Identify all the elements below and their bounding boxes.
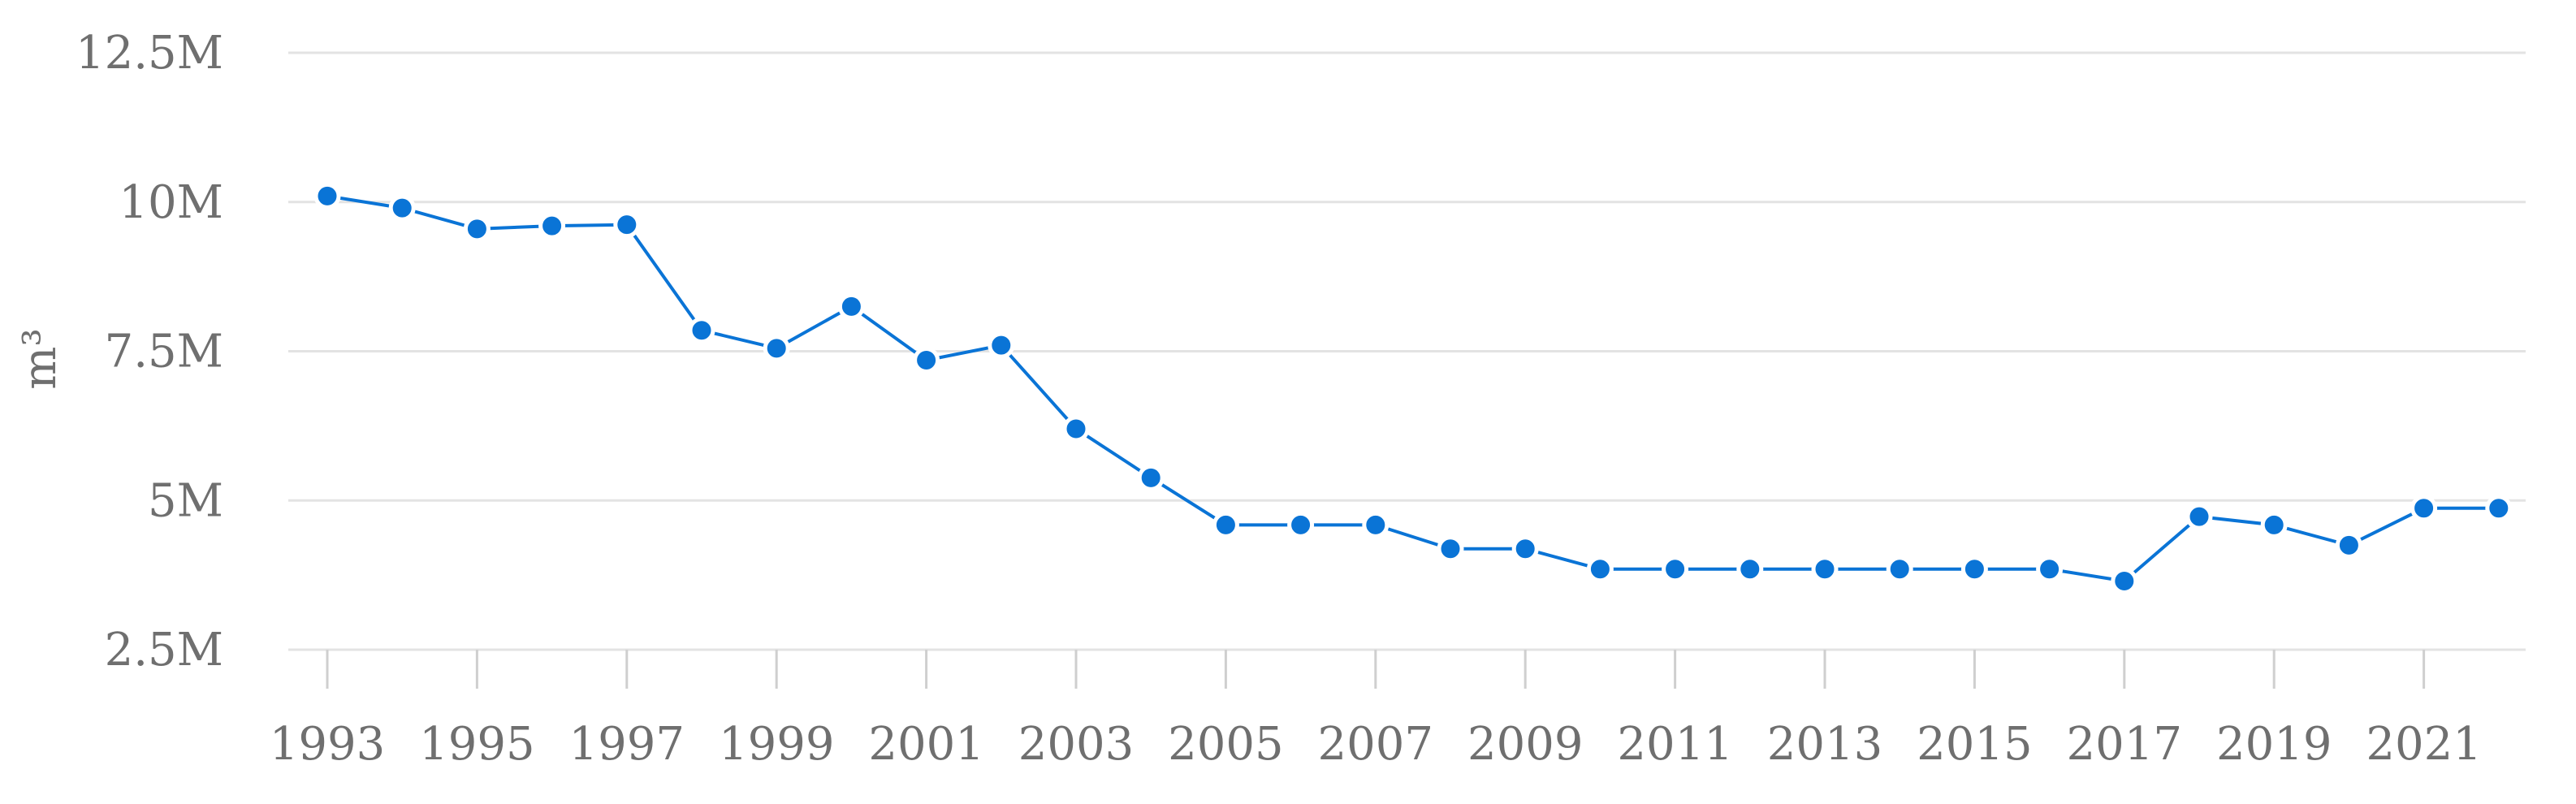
data-point[interactable]	[1137, 464, 1165, 491]
data-point[interactable]	[913, 347, 940, 374]
data-point[interactable]	[613, 211, 641, 239]
x-tick-label: 2001	[868, 718, 984, 771]
data-point[interactable]	[1062, 415, 1090, 443]
x-tick-label: 2003	[1018, 718, 1135, 771]
data-point[interactable]	[2036, 555, 2064, 583]
y-tick-label: 2.5M	[105, 624, 223, 676]
x-tick-label: 1995	[419, 718, 535, 771]
data-point[interactable]	[1586, 555, 1614, 583]
x-tick-label: 1999	[719, 718, 835, 771]
series	[313, 182, 2513, 594]
data-point[interactable]	[1437, 535, 1464, 563]
data-point[interactable]	[1886, 555, 1913, 583]
data-point[interactable]	[2335, 531, 2362, 559]
data-point[interactable]	[1811, 555, 1839, 583]
y-tick-label: 10M	[119, 176, 223, 229]
x-tick-label: 2021	[2366, 718, 2482, 771]
data-point[interactable]	[988, 331, 1015, 359]
data-point[interactable]	[2260, 511, 2288, 538]
data-point[interactable]	[1960, 555, 1988, 583]
y-tick-label: 7.5M	[105, 326, 223, 378]
y-axis-label: m³	[14, 328, 67, 390]
y-axis: 2.5M 5M 7.5M 10M 12.5M	[76, 27, 223, 676]
data-point[interactable]	[2485, 495, 2513, 522]
series-line	[326, 194, 2499, 583]
data-point[interactable]	[837, 292, 865, 320]
data-point[interactable]	[688, 317, 715, 344]
data-point[interactable]	[1736, 555, 1764, 583]
x-tick-label: 1997	[569, 718, 685, 771]
data-point[interactable]	[2111, 567, 2138, 594]
data-point[interactable]	[313, 182, 341, 210]
data-point[interactable]	[2410, 495, 2438, 522]
x-tick-label: 2009	[1467, 718, 1584, 771]
y-tick-label: 12.5M	[76, 27, 223, 80]
data-point[interactable]	[1662, 555, 1689, 583]
data-point[interactable]	[388, 194, 416, 222]
x-tick-label: 2007	[1318, 718, 1434, 771]
data-point[interactable]	[763, 335, 790, 362]
x-tick-label: 2015	[1917, 718, 2033, 771]
x-tick-label: 2011	[1617, 718, 1733, 771]
x-tick-label: 2019	[2216, 718, 2332, 771]
gridlines	[288, 51, 2526, 651]
x-tick-label: 1993	[270, 718, 386, 771]
data-point[interactable]	[2185, 503, 2213, 530]
x-tick-label: 2017	[2067, 718, 2183, 771]
x-tick-label: 2005	[1168, 718, 1284, 771]
data-point[interactable]	[463, 215, 491, 243]
x-tick-label: 2013	[1767, 718, 1883, 771]
data-point[interactable]	[538, 212, 566, 240]
x-axis: 1993 1995 1997 1999 2001 2003 2005 2007 2009 2011…	[270, 650, 2482, 771]
data-point[interactable]	[1362, 511, 1390, 538]
data-point[interactable]	[1212, 511, 1239, 538]
y-tick-label: 5M	[148, 474, 223, 527]
data-point[interactable]	[1511, 535, 1539, 563]
data-point[interactable]	[1287, 511, 1315, 538]
